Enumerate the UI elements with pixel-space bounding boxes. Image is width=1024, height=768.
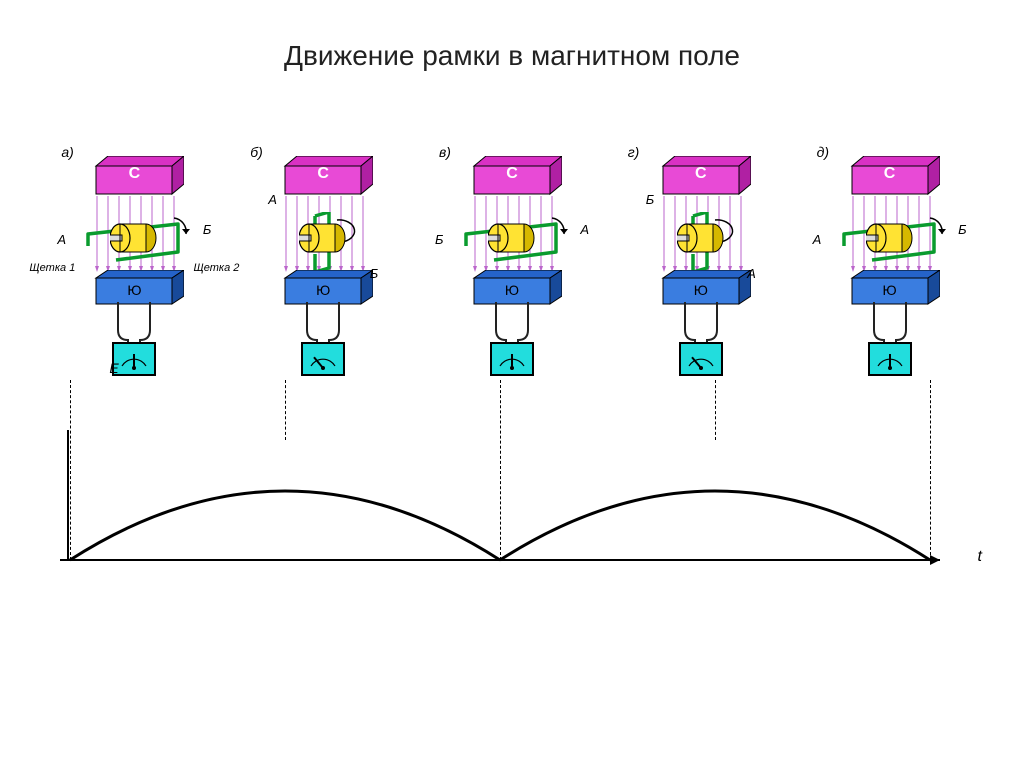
emf-curve-svg bbox=[60, 420, 960, 580]
north-pole-label: С bbox=[317, 165, 329, 183]
north-pole-label: С bbox=[129, 165, 141, 183]
dash-connector bbox=[70, 380, 71, 560]
axis-e-label: E bbox=[109, 360, 118, 376]
page-title: Движение рамки в магнитном поле bbox=[0, 0, 1024, 72]
generator-panels-row: а) С Ю А Б Щетка 1 Щетка 2 Eб) С Ю А Бв) С Ю Б Аг) С Ю Б Ад… bbox=[0, 142, 1024, 402]
loop-side-left-label: А bbox=[813, 232, 822, 247]
north-magnet: С bbox=[84, 156, 184, 198]
commutator-rotor bbox=[110, 220, 158, 256]
north-magnet: С bbox=[462, 156, 562, 198]
loop-side-left-label: А bbox=[57, 232, 66, 247]
loop-side-right-label: Б bbox=[958, 222, 966, 237]
emf-curve-area: t bbox=[60, 420, 960, 570]
south-pole-label: Ю bbox=[694, 282, 708, 298]
north-magnet: С bbox=[840, 156, 940, 198]
panel-label: в) bbox=[439, 144, 451, 160]
panel-label: б) bbox=[250, 144, 263, 160]
north-pole-label: С bbox=[506, 165, 518, 183]
generator-panel-g: г) С Ю Б А bbox=[616, 142, 786, 402]
generator-panel-v: в) С Ю Б А bbox=[427, 142, 597, 402]
brush-1-label: Щетка 1 bbox=[29, 262, 75, 274]
south-pole-label: Ю bbox=[127, 282, 141, 298]
loop-side-left-label: Б bbox=[435, 232, 443, 247]
generator-panel-a: а)СЮАБЩетка 1Щетка 2E bbox=[49, 142, 219, 402]
south-pole-label: Ю bbox=[883, 282, 897, 298]
commutator-rotor bbox=[299, 220, 347, 256]
north-magnet: С bbox=[651, 156, 751, 198]
loop-side-top-label: А bbox=[268, 192, 277, 207]
generator-panel-d: д) С Ю А Б bbox=[805, 142, 975, 402]
generator-panel-b: б) С Ю А Б bbox=[238, 142, 408, 402]
galvanometer bbox=[679, 342, 723, 376]
south-pole-label: Ю bbox=[316, 282, 330, 298]
south-pole-label: Ю bbox=[505, 282, 519, 298]
dash-connector bbox=[285, 380, 286, 440]
north-pole-label: С bbox=[695, 165, 707, 183]
commutator-rotor bbox=[866, 220, 914, 256]
loop-side-right-label: А bbox=[580, 222, 589, 237]
axis-t-label: t bbox=[978, 548, 982, 566]
north-pole-label: С bbox=[884, 165, 896, 183]
loop-side-right-label: Б bbox=[203, 222, 211, 237]
galvanometer bbox=[868, 342, 912, 376]
loop-side-bottom-label: А bbox=[747, 266, 756, 281]
dash-connector bbox=[715, 380, 716, 440]
loop-side-bottom-label: Б bbox=[370, 266, 378, 281]
dash-connector bbox=[930, 380, 931, 560]
loop-side-top-label: Б bbox=[646, 192, 654, 207]
commutator-rotor bbox=[488, 220, 536, 256]
galvanometer bbox=[490, 342, 534, 376]
commutator-rotor bbox=[677, 220, 725, 256]
panel-label: а) bbox=[61, 144, 73, 160]
panel-label: г) bbox=[628, 144, 640, 160]
galvanometer bbox=[301, 342, 345, 376]
north-magnet: С bbox=[273, 156, 373, 198]
brush-2-label: Щетка 2 bbox=[193, 262, 239, 274]
panel-label: д) bbox=[817, 144, 829, 160]
dash-connector bbox=[500, 380, 501, 560]
